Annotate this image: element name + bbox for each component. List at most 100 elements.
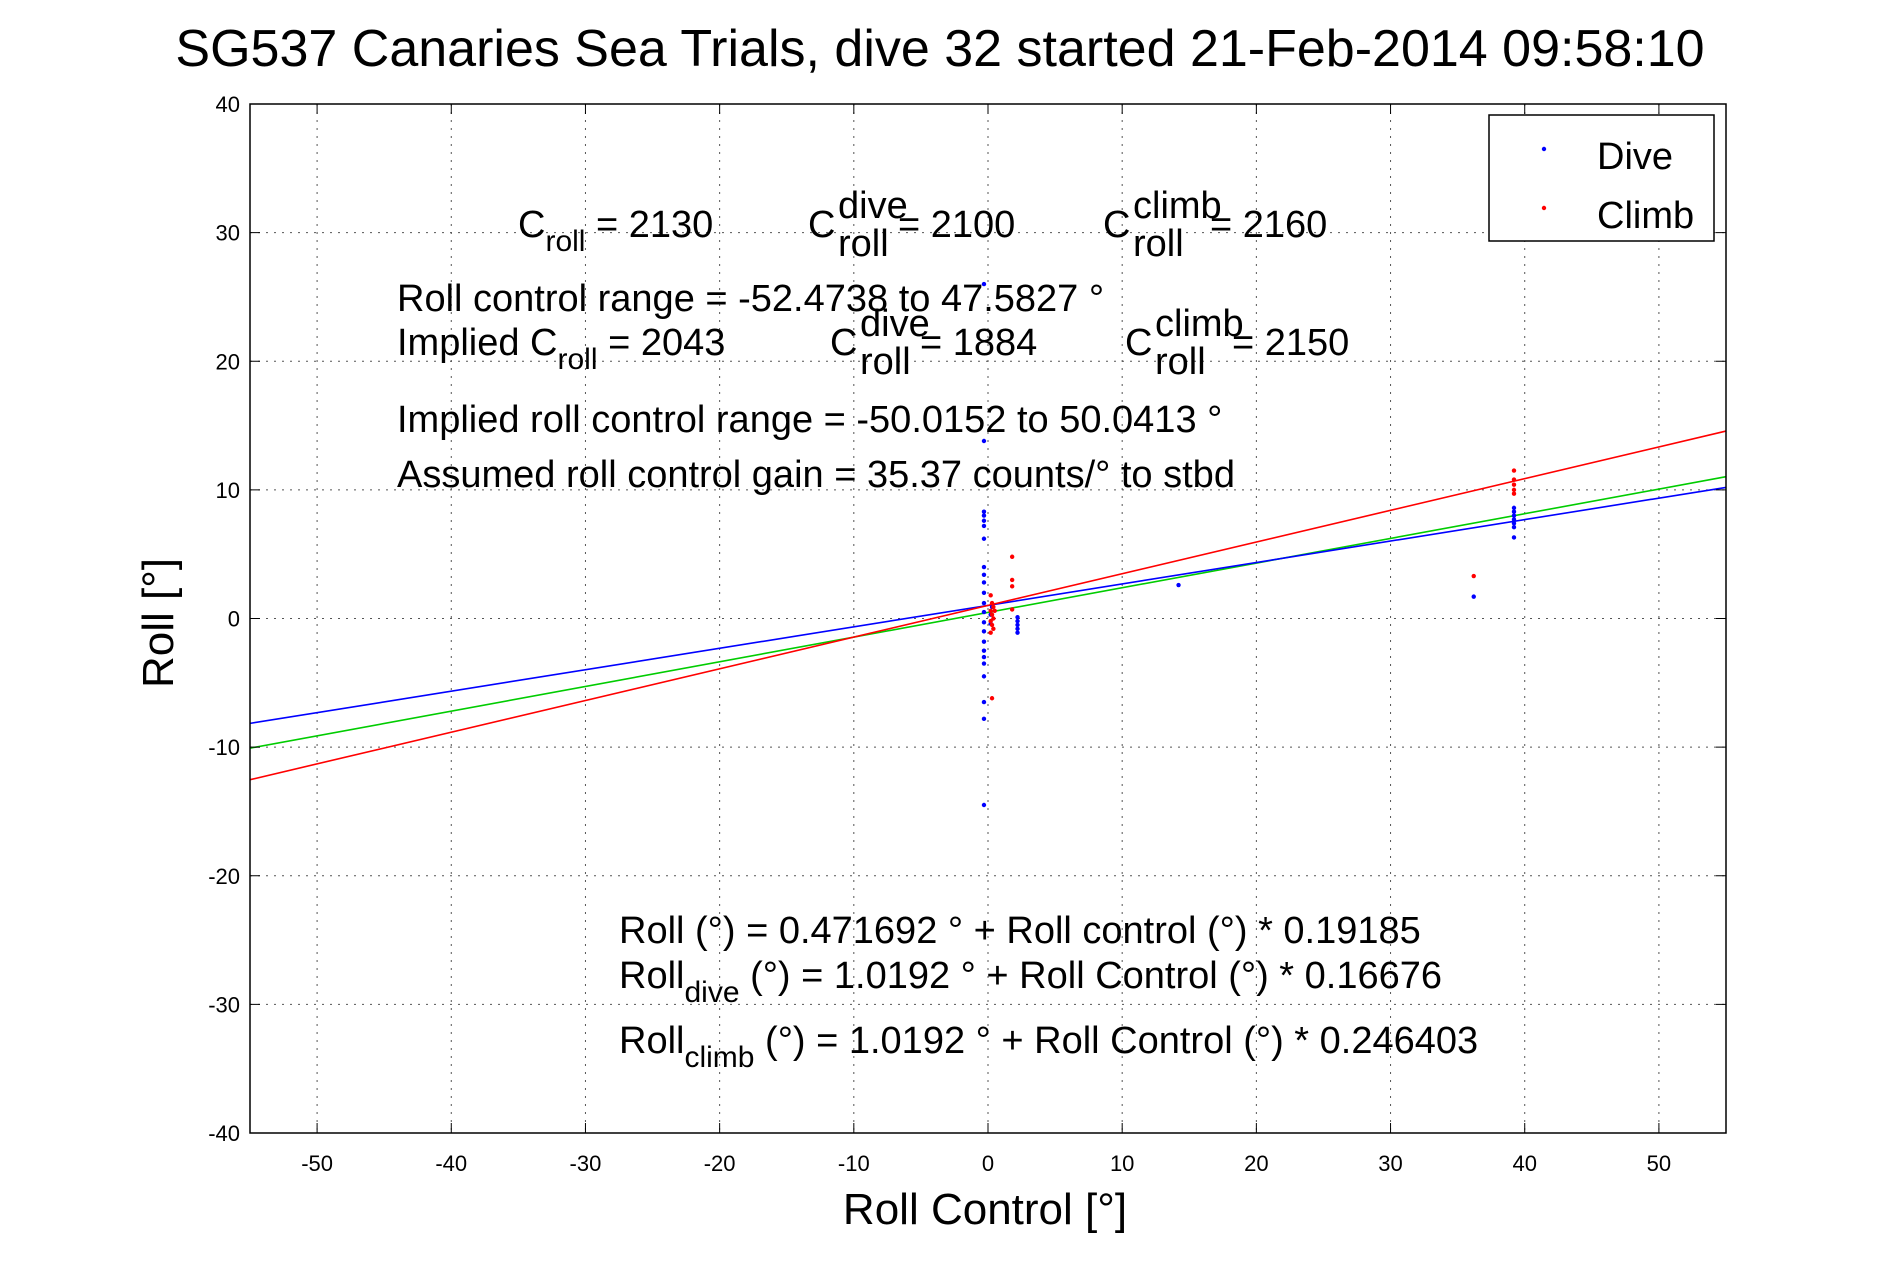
dive-point bbox=[981, 590, 987, 595]
x-tick-label: 40 bbox=[1512, 1151, 1536, 1176]
dive-point bbox=[981, 572, 987, 577]
y-tick-label: -10 bbox=[208, 735, 240, 760]
climb-point bbox=[991, 626, 996, 631]
climb-point bbox=[1511, 487, 1517, 493]
plot-frame bbox=[249, 103, 1727, 1134]
x-tick-label: -40 bbox=[435, 1151, 467, 1176]
legend-box bbox=[1488, 114, 1715, 242]
dive-point bbox=[1015, 618, 1020, 624]
x-tick-label: 0 bbox=[982, 1151, 994, 1176]
annotation-implied-c-roll-climb: C bbox=[1125, 322, 1152, 364]
x-tick-label: -20 bbox=[704, 1151, 736, 1176]
equation-roll: Roll (°) = 0.471692 ° + Roll control (°)… bbox=[619, 910, 1421, 952]
annotation-c-roll-climb-val: = 2160 bbox=[1210, 204, 1327, 246]
dive-point bbox=[981, 802, 987, 808]
climb-point bbox=[1009, 577, 1015, 583]
legend-dive-marker bbox=[1541, 146, 1547, 152]
fit-line-2 bbox=[249, 430, 1727, 781]
y-tick-label: -20 bbox=[208, 864, 240, 889]
annotation-implied-c-roll: Implied Croll = 2043 bbox=[397, 322, 725, 376]
dive-point bbox=[981, 600, 987, 606]
x-tick-label: -10 bbox=[838, 1151, 870, 1176]
dive-point bbox=[981, 523, 987, 529]
climb-point bbox=[989, 612, 995, 617]
fit-equations: Roll (°) = 0.471692 ° + Roll control (°)… bbox=[619, 910, 1478, 1074]
climb-point bbox=[991, 604, 996, 610]
dive-point bbox=[1511, 505, 1517, 511]
dive-point bbox=[1015, 626, 1020, 631]
annotation-assumed-gain: Assumed roll control gain = 35.37 counts… bbox=[397, 454, 1235, 496]
annotation-c-roll-climb: C bbox=[1103, 204, 1130, 246]
dive-point bbox=[981, 699, 987, 705]
dive-point bbox=[1015, 630, 1020, 635]
dive-point bbox=[981, 674, 987, 679]
y-tick-label: -30 bbox=[208, 992, 240, 1017]
annotation-implied-c-roll-dive-sup: dive bbox=[860, 303, 930, 345]
x-axis-label: Roll Control [°] bbox=[843, 1185, 1127, 1234]
fit-lines bbox=[249, 430, 1727, 781]
x-tick-label: 50 bbox=[1647, 1151, 1671, 1176]
calibration-annotations: Croll = 2130 C dive roll = 2100 C climb … bbox=[397, 185, 1349, 496]
dive-point bbox=[1511, 521, 1517, 526]
dive-point bbox=[981, 536, 987, 541]
annotation-implied-c-roll-dive-sub: roll bbox=[860, 341, 911, 383]
grid-layer bbox=[250, 103, 1726, 1134]
climb-point bbox=[989, 622, 995, 628]
dive-point bbox=[1511, 513, 1517, 518]
chart-title: SG537 Canaries Sea Trials, dive 32 start… bbox=[175, 20, 1704, 78]
climb-point bbox=[988, 608, 993, 613]
annotation-c-roll-dive-val: = 2100 bbox=[898, 204, 1015, 246]
dive-point bbox=[1471, 594, 1476, 599]
dive-point bbox=[981, 654, 987, 660]
climb-point bbox=[988, 593, 993, 598]
dive-point bbox=[981, 609, 987, 615]
x-tick-label: -50 bbox=[301, 1151, 333, 1176]
dive-point bbox=[1511, 517, 1517, 522]
dive-point bbox=[1511, 509, 1517, 514]
climb-point bbox=[1511, 482, 1517, 487]
climb-point bbox=[1471, 573, 1476, 579]
tick-labels: -50 -40 -30 -20 -10 0 10 20 30 40 50 -40 -30 -20 -10 0 1… bbox=[208, 92, 1671, 1176]
dive-point bbox=[981, 661, 987, 666]
dive-point bbox=[1176, 582, 1181, 588]
legend-climb-label: Climb bbox=[1597, 195, 1694, 237]
dive-point bbox=[1015, 622, 1020, 628]
dive-point bbox=[981, 518, 987, 523]
y-tick-label: 20 bbox=[216, 349, 240, 374]
annotation-roll-control-range: Roll control range = -52.4738 to 47.5827… bbox=[397, 278, 1104, 320]
y-tick-label: 30 bbox=[216, 221, 240, 246]
dive-point bbox=[1511, 524, 1517, 530]
dive-point bbox=[981, 629, 987, 634]
annotation-c-roll-dive-sub: roll bbox=[838, 223, 889, 265]
annotation-implied-c-roll-climb-val: = 2150 bbox=[1232, 322, 1349, 364]
annotation-c-roll-climb-sup: climb bbox=[1133, 185, 1222, 227]
climb-point bbox=[1009, 554, 1015, 559]
annotation-c-roll-dive-sup: dive bbox=[838, 185, 908, 227]
axes-frame bbox=[249, 103, 1727, 1134]
y-tick-label: 0 bbox=[228, 607, 240, 632]
x-tick-label: 10 bbox=[1110, 1151, 1134, 1176]
y-tick-label: 40 bbox=[216, 92, 240, 117]
y-tick-label: -40 bbox=[208, 1121, 240, 1146]
dive-point bbox=[1511, 535, 1517, 540]
annotation-implied-roll-control-range: Implied roll control range = -50.0152 to… bbox=[397, 399, 1222, 441]
climb-point bbox=[1511, 491, 1517, 496]
climb-point bbox=[988, 630, 993, 635]
annotation-c-roll-dive: C bbox=[808, 204, 835, 246]
dive-point bbox=[981, 580, 987, 585]
annotation-implied-c-roll-climb-sub: roll bbox=[1155, 341, 1206, 383]
climb-point bbox=[1009, 584, 1015, 589]
dive-point bbox=[981, 513, 987, 518]
annotation-implied-c-roll-dive-val: = 1884 bbox=[920, 322, 1037, 364]
equation-roll-dive: Rolldive (°) = 1.0192 ° + Roll Control (… bbox=[619, 955, 1442, 1009]
fit-line-0 bbox=[249, 475, 1727, 749]
y-axis-label: Roll [°] bbox=[134, 558, 183, 688]
climb-point bbox=[989, 696, 995, 701]
climb-point bbox=[992, 608, 997, 613]
equation-roll-climb: Rollclimb (°) = 1.0192 ° + Roll Control … bbox=[619, 1020, 1478, 1074]
x-tick-label: 30 bbox=[1378, 1151, 1402, 1176]
data-points bbox=[981, 281, 1517, 808]
annotation-c-roll: Croll = 2130 bbox=[518, 204, 713, 258]
climb-point bbox=[1511, 477, 1517, 482]
dive-point bbox=[981, 564, 987, 570]
